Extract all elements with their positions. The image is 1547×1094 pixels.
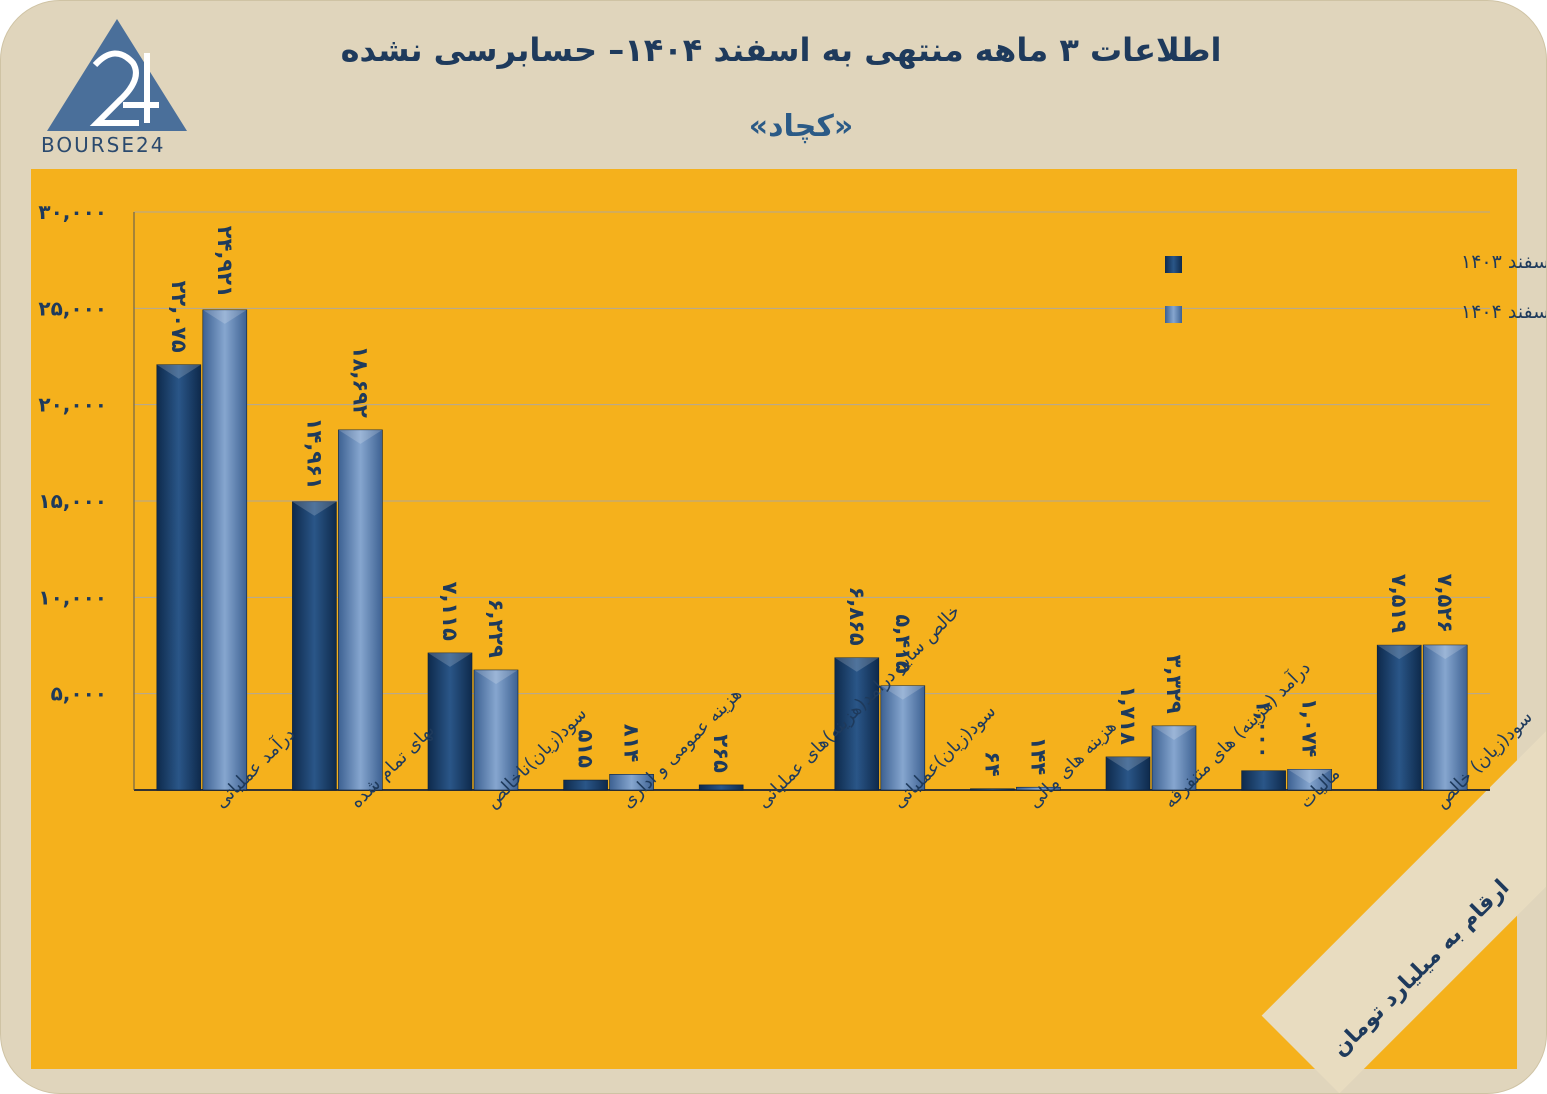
data-label: ۲۶۵ [709,734,733,773]
bar-2-2 [473,669,519,791]
data-label: ۱۴,۹۶۱ [302,418,326,490]
bar-1-1 [292,501,337,791]
bar-2-0 [202,309,248,791]
data-label: ۱,۰۰۰ [1252,699,1276,758]
bar-bevel [474,669,518,684]
y-tick-label: ۲۰,۰۰۰ [38,393,107,417]
bar-bevel [1152,725,1196,740]
bar-2-7 [1151,725,1197,791]
legend-swatch-1403 [1165,256,1182,273]
data-label: ۸۱۴ [620,724,644,763]
bar-bevel [1106,756,1150,771]
chart-title: اطلاعات ۳ ماهه منتهی به اسفند ۱۴۰۴– حساب… [340,31,1222,69]
data-label: ۶,۸۶۵ [845,586,869,645]
y-tick-label: ۱۵,۰۰۰ [38,489,107,513]
bar-1-4 [698,784,744,791]
y-tick-label: ۱۰,۰۰۰ [38,585,107,609]
bar-1-3 [563,779,608,791]
data-label: ۶,۲۲۹ [484,599,508,658]
data-label: ۷,۵۱۹ [1387,574,1411,633]
bar-1-9 [1376,644,1422,791]
data-label: ۶۴ [980,751,1004,777]
bar-bevel [338,429,383,444]
y-tick-label: ۵,۰۰۰ [51,682,107,706]
chart-subtitle: «کچاد» [748,109,854,144]
bar-2-9 [1422,644,1468,791]
bar-bevel [1423,644,1468,659]
data-label: ۱,۰۷۴ [1298,698,1322,757]
bar-2-5 [880,685,926,791]
data-label: ۲۴,۹۲۱ [213,226,237,298]
bar-1-5 [834,657,880,791]
bar-2-6 [1016,786,1061,791]
data-label: ۵,۴۱۵ [891,614,915,673]
data-label: ۲۲,۰۷۵ [167,281,191,353]
bar-1-7 [1105,756,1151,791]
data-label: ۵۱۵ [574,730,598,769]
bar-bevel [292,501,337,516]
data-label: ۱۸,۶۹۲ [348,346,372,418]
bourse24-logo-icon [47,19,187,131]
data-label: ۱۴۴ [1026,737,1050,776]
bar-bevel [156,364,201,379]
bar-bevel [880,685,925,700]
bar-bevel [428,652,472,667]
bar-bevel [834,657,879,672]
legend-swatch-1404 [1165,306,1182,323]
bar-2-8 [1287,769,1332,791]
bar-bevel [1287,769,1332,784]
bar-1-8 [1241,770,1286,791]
data-label: ۳,۳۲۹ [1162,655,1186,714]
bar-1-0 [156,364,202,791]
logo-text: BOURSE24 [41,133,166,157]
data-label: ۱,۷۱۸ [1116,686,1140,745]
bar-1-6 [970,788,1015,791]
y-tick-label: ۲۵,۰۰۰ [38,296,107,320]
bar-2-3 [609,774,654,791]
legend-label-1404: عملکرد منتهی به اسفند ۱۴۰۴ [1461,301,1547,323]
legend-label-1403: عملکرد منتهی به اسفند ۱۴۰۳ [1461,251,1547,273]
data-label: ۷,۵۲۶ [1433,574,1457,633]
bar-1-2 [427,652,473,791]
y-tick-label: ۳۰,۰۰۰ [38,200,107,224]
bar-bevel [202,309,247,324]
bar-bevel [1377,645,1422,660]
data-label: ۷,۱۱۵ [438,582,462,641]
bar-2-1 [338,429,383,791]
